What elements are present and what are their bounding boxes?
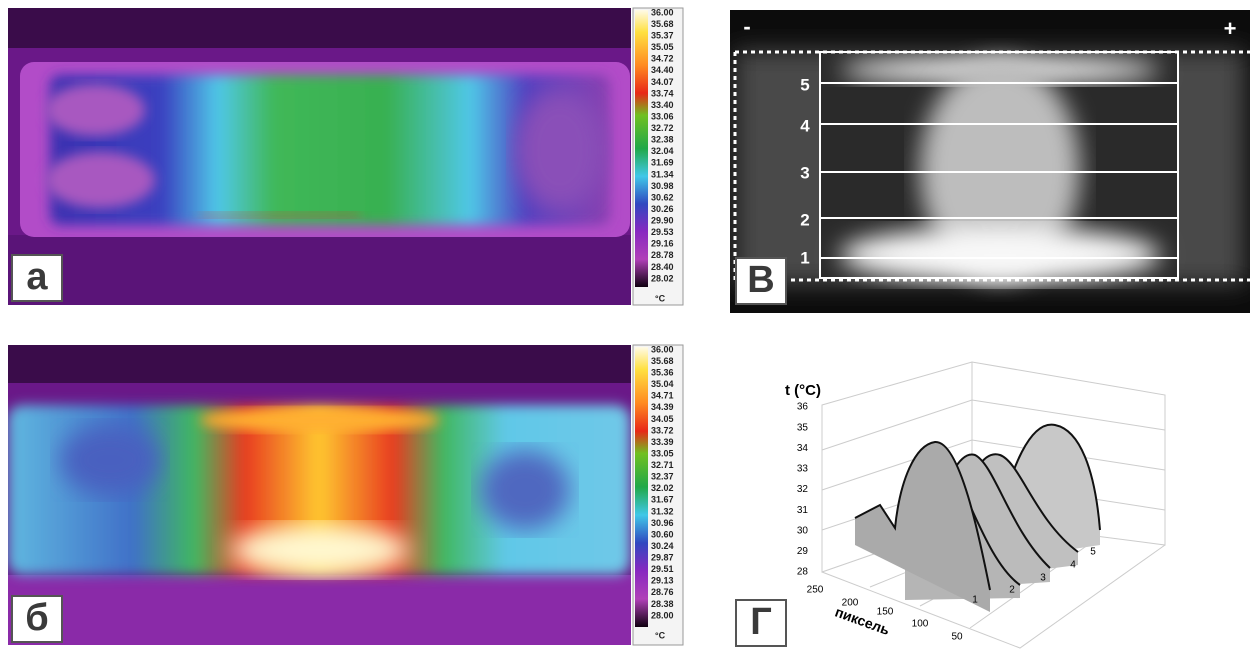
colorbar-label: 31.32: [651, 506, 674, 516]
zone-label: 5: [800, 75, 809, 94]
panel-label: Г: [750, 601, 772, 643]
curve-label: 5: [1090, 547, 1096, 558]
colorbar-label: 29.13: [651, 576, 674, 586]
curve-label: 3: [1040, 573, 1046, 584]
zone-label: 4: [800, 116, 810, 135]
polarity-label: +: [1224, 16, 1237, 41]
colorbar-label: 34.07: [651, 77, 674, 87]
colorbar-label: 28.38: [651, 599, 674, 609]
colorbar-label: 29.90: [651, 216, 674, 226]
colorbar-label: 33.39: [651, 437, 674, 447]
colorbar-label: 29.16: [651, 239, 674, 249]
thermal-image-a: [8, 8, 631, 305]
curve-label: 2: [1009, 585, 1015, 596]
colorbar-label: 32.72: [651, 123, 674, 133]
colorbar-label: 28.02: [651, 273, 674, 283]
colorbar-label: 34.05: [651, 414, 674, 424]
colorbar-label: 34.40: [651, 65, 674, 75]
zone-label: 1: [800, 248, 809, 267]
colorbar-label: 35.04: [651, 379, 674, 389]
colorbar-label: 28.40: [651, 262, 674, 272]
x-tick-label: 100: [912, 619, 929, 630]
colorbar-label: 30.26: [651, 204, 674, 214]
colorbar-label: 35.36: [651, 368, 674, 378]
curve-label: 4: [1070, 560, 1076, 571]
y-tick-label: 35: [797, 422, 809, 433]
y-tick-label: 36: [797, 402, 809, 413]
curve-label: 1: [972, 595, 978, 606]
colorbar: [635, 10, 648, 287]
colorbar-label: 36.00: [651, 344, 674, 354]
panel-label: б: [25, 597, 48, 639]
colorbar-label: 35.68: [651, 19, 674, 29]
colorbar-label: 33.40: [651, 100, 674, 110]
colorbar-label: 29.53: [651, 227, 674, 237]
y-tick-label: 34: [797, 443, 809, 454]
x-tick-label: 50: [951, 632, 963, 643]
panel-label: а: [26, 256, 48, 298]
zone-label: 3: [800, 163, 809, 182]
colorbar-label: 33.72: [651, 425, 674, 435]
colorbar-label: 32.38: [651, 135, 674, 145]
polarity-label: -: [743, 14, 750, 39]
y-tick-label: 30: [797, 525, 809, 536]
colorbar-label: 31.34: [651, 169, 674, 179]
y-tick-label: 28: [797, 567, 809, 578]
colorbar-label: 32.37: [651, 472, 674, 482]
colorbar-label: 30.96: [651, 518, 674, 528]
colorbar-label: 30.62: [651, 192, 674, 202]
colorbar-label: 32.71: [651, 460, 674, 470]
x-tick-label: 150: [877, 607, 894, 618]
colorbar-label: 30.24: [651, 541, 674, 551]
colorbar-label: 33.06: [651, 111, 674, 121]
colorbar-label: 35.05: [651, 42, 674, 52]
panel-label: В: [747, 259, 774, 301]
colorbar-unit: °C: [655, 630, 666, 640]
colorbar-label: 34.39: [651, 402, 674, 412]
colorbar-label: 33.05: [651, 448, 674, 458]
colorbar-label: 32.02: [651, 483, 674, 493]
colorbar-label: 32.04: [651, 146, 674, 156]
y-tick-label: 31: [797, 505, 809, 516]
y-tick-label: 29: [797, 546, 809, 557]
thermal-image-b: [8, 345, 631, 645]
grayscale-image: [730, 10, 1250, 313]
curves: [855, 425, 1100, 612]
colorbar-label: 29.87: [651, 553, 674, 563]
colorbar-label: 34.72: [651, 54, 674, 64]
colorbar-label: 33.74: [651, 88, 674, 98]
colorbar-label: 29.51: [651, 564, 674, 574]
colorbar-label: 34.71: [651, 391, 674, 401]
colorbar-unit: °C: [655, 293, 666, 303]
colorbar-label: 28.78: [651, 250, 674, 260]
colorbar-label: 30.98: [651, 181, 674, 191]
colorbar-label: 31.69: [651, 158, 674, 168]
colorbar: [635, 347, 648, 627]
zone-label: 2: [800, 210, 809, 229]
y-tick-label: 32: [797, 484, 809, 495]
colorbar-label: 31.67: [651, 495, 674, 505]
y-axis-title: t (°C): [785, 382, 821, 399]
x-tick-label: 250: [807, 585, 824, 596]
colorbar-label: 30.60: [651, 529, 674, 539]
colorbar-label: 28.76: [651, 587, 674, 597]
y-tick-label: 33: [797, 464, 809, 475]
colorbar-label: 35.68: [651, 356, 674, 366]
figure: 36.00 35.68 35.3735.05 34.7234.40 34.0733.74…: [0, 0, 1256, 653]
colorbar-label: 28.00: [651, 610, 674, 620]
colorbar-label: 35.37: [651, 31, 674, 41]
colorbar-label: 36.00: [651, 7, 674, 17]
